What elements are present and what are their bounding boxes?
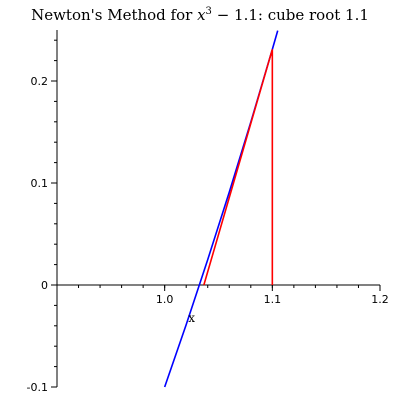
series-group xyxy=(163,30,279,388)
y-tick-label: 0 xyxy=(41,279,48,292)
title-variable: x xyxy=(197,6,206,24)
series-line-1 xyxy=(203,49,274,286)
ticks: 1.0 1.1 1.2 -0.1 0 0.1 0.2 xyxy=(27,39,389,394)
title-suffix: − 1.1: cube root 1.1 xyxy=(211,6,369,24)
x-tick-label: 1.0 xyxy=(156,293,174,306)
chart-title: Newton's Method for x3 − 1.1: cube root … xyxy=(0,6,400,24)
series-line-0 xyxy=(163,30,279,388)
x-axis-label: x xyxy=(188,311,195,325)
y-tick-label: -0.1 xyxy=(27,381,48,394)
x-tick-label: 1.2 xyxy=(371,293,389,306)
title-exponent: 3 xyxy=(205,6,212,17)
x-tick-label: 1.1 xyxy=(264,293,282,306)
y-tick-label: 0.1 xyxy=(31,177,49,190)
axes xyxy=(56,30,380,387)
title-prefix: Newton's Method for xyxy=(31,6,198,24)
y-tick-label: 0.2 xyxy=(31,75,49,88)
